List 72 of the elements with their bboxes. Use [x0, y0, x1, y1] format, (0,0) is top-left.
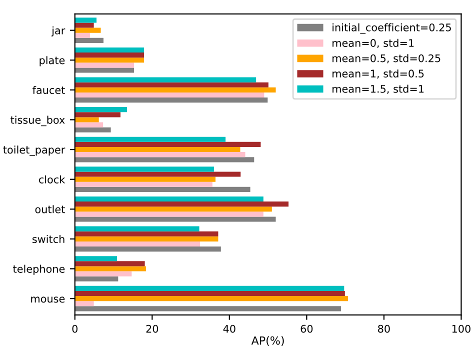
bar [74, 82, 268, 88]
bar [74, 266, 146, 272]
x-tick-label: 100 [452, 324, 470, 333]
bar [74, 52, 144, 58]
legend-label: mean=0.5, std=0.25 [332, 54, 440, 64]
bar [74, 87, 276, 92]
bar [74, 226, 200, 232]
bar [74, 166, 214, 172]
x-axis-title: AP(%) [251, 336, 284, 346]
bar [74, 122, 104, 128]
y-tick-label: clock [38, 175, 66, 184]
bar [74, 261, 145, 266]
bar [74, 98, 268, 103]
bar [74, 196, 264, 202]
x-tick-label: 80 [378, 324, 390, 333]
y-tick-label: jar [51, 26, 66, 36]
x-tick-label: 20 [146, 324, 158, 333]
bar [74, 18, 97, 23]
legend-label: mean=1.5, std=1 [332, 84, 424, 94]
y-tick-label: toilet_paper [3, 146, 66, 156]
bar [74, 152, 246, 158]
y-tick-label: mouse [31, 296, 65, 303]
bar [74, 92, 264, 98]
y-tick-label: tissue_box [10, 116, 65, 126]
bar [74, 172, 241, 177]
bar [74, 62, 134, 68]
legend-label: mean=0, std=1 [332, 38, 414, 48]
bar [74, 306, 342, 312]
bar [74, 32, 90, 38]
x-tick-label: 40 [223, 324, 236, 333]
bar [74, 186, 250, 192]
y-tick-label: plate [40, 56, 65, 66]
bar [74, 276, 118, 282]
bar [74, 290, 345, 296]
bar [74, 157, 254, 162]
y-tick-label: telephone [13, 264, 65, 275]
x-tick-label: 0 [72, 324, 78, 333]
bar [74, 28, 101, 33]
bar [74, 112, 120, 118]
bar [74, 77, 256, 82]
bar [74, 256, 117, 262]
bar [74, 38, 104, 43]
bar [74, 58, 144, 63]
bar [74, 241, 200, 247]
bar [74, 271, 132, 276]
bar [74, 146, 240, 152]
legend-label: mean=1, std=0.5 [332, 69, 424, 79]
bar [74, 296, 348, 302]
bar [74, 236, 218, 242]
y-tick-label: faucet [32, 86, 65, 94]
x-tick-label: 60 [300, 324, 313, 333]
bar [74, 206, 272, 212]
bar [74, 202, 289, 207]
bar [74, 182, 212, 187]
bar [74, 286, 344, 291]
bar [74, 136, 226, 142]
bar [74, 68, 134, 73]
bar [74, 47, 144, 53]
bar [74, 246, 221, 252]
bar [74, 107, 128, 112]
legend-label: initial_coefficient=0.25 [332, 23, 451, 34]
bar [74, 212, 264, 217]
bar [74, 142, 261, 147]
bar [74, 216, 276, 222]
bar [74, 231, 218, 236]
bar [74, 22, 94, 28]
y-tick-label: outlet [35, 205, 65, 214]
y-tick-label: switch [32, 234, 64, 244]
bar [74, 117, 99, 122]
bar [74, 301, 94, 306]
bar [74, 127, 111, 132]
bar [74, 176, 216, 182]
